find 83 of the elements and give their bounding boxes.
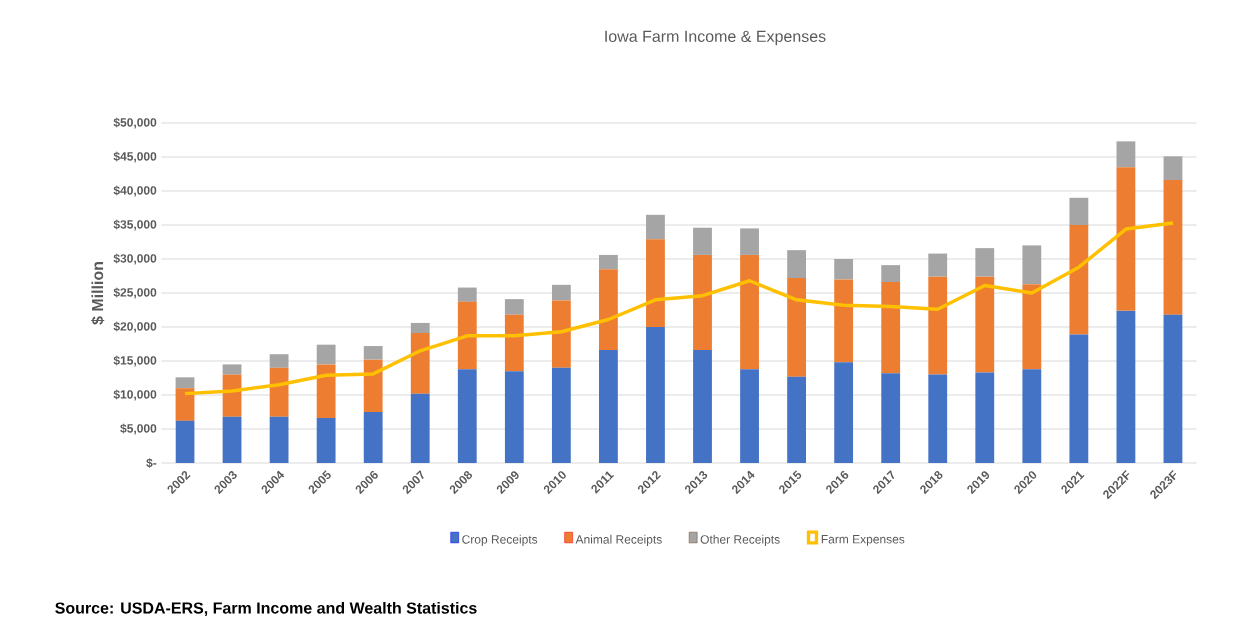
bar: [457, 369, 477, 463]
bar: [834, 362, 854, 463]
bar: [881, 373, 901, 463]
bar: [740, 254, 759, 370]
bar: [363, 346, 383, 360]
bar: [222, 364, 242, 375]
y-tick-label: $25,000: [113, 287, 157, 299]
bar: [1069, 225, 1089, 335]
bar: [457, 287, 477, 302]
legend-label: Farm Expenses: [821, 535, 905, 546]
bar: [975, 372, 995, 463]
legend-label: Crop Receipts: [462, 534, 538, 547]
bar: [928, 276, 948, 375]
bar: [599, 269, 618, 351]
y-tick-label: $50,000: [113, 117, 157, 129]
bar: [1163, 156, 1183, 181]
bar: [646, 327, 665, 463]
bar: [693, 350, 712, 463]
bar: [834, 279, 854, 363]
bar: [740, 228, 759, 255]
y-tick-label: $15,000: [113, 355, 157, 367]
bar: [1022, 369, 1042, 463]
bar: [269, 354, 289, 368]
bar: [316, 344, 336, 365]
bar: [881, 282, 901, 374]
bar: [599, 350, 618, 463]
y-tick-label: $45,000: [113, 151, 157, 163]
y-tick-label: $-: [146, 458, 157, 468]
bar: [316, 418, 336, 463]
source-note: Source: USDA-ERS, Farm Income and Wealth Statistics: [55, 601, 477, 617]
y-tick-label: $40,000: [113, 185, 157, 197]
bar: [1116, 141, 1136, 168]
bar: [975, 276, 995, 373]
bar: [316, 364, 336, 419]
y-axis-title: $ Million: [91, 261, 105, 325]
bar: [504, 299, 524, 315]
bar: [1069, 334, 1089, 463]
bar: [1022, 245, 1042, 285]
bar: [551, 367, 571, 463]
bar: [928, 374, 948, 463]
bar: [363, 412, 383, 463]
chart-title: Iowa Farm Income & Expenses: [605, 30, 826, 46]
bar: [975, 248, 995, 277]
bar: [1022, 284, 1042, 370]
bar: [646, 239, 665, 327]
bar: [646, 214, 665, 240]
bar: [1069, 197, 1089, 225]
bar: [551, 284, 571, 301]
bar: [457, 301, 477, 370]
y-tick-label: $30,000: [113, 253, 157, 265]
bar: [504, 371, 524, 463]
bar: [787, 250, 806, 279]
line-series: [183, 221, 1175, 396]
bar: [222, 416, 242, 463]
bar: [1163, 314, 1183, 463]
bar: [787, 376, 806, 463]
bar: [175, 377, 195, 389]
y-tick-label: $10,000: [113, 389, 157, 401]
bar: [1116, 167, 1136, 311]
bar: [740, 369, 759, 463]
bar: [787, 278, 806, 377]
bar: [1116, 310, 1136, 463]
y-tick-label: $20,000: [113, 321, 157, 333]
legend-label: Animal Receipts: [575, 534, 662, 547]
bar: [693, 227, 712, 255]
bar: [504, 314, 524, 372]
bar: [410, 322, 430, 334]
bar: [881, 265, 901, 283]
bar: [551, 300, 571, 368]
bar: [1163, 180, 1183, 315]
bar: [363, 359, 383, 412]
bar: [599, 254, 618, 270]
bar: [410, 393, 430, 463]
bar: [928, 253, 948, 277]
bar: [175, 420, 195, 463]
bar: [693, 254, 712, 351]
y-tick-label: $35,000: [113, 219, 157, 231]
legend-label: Other Receipts: [700, 534, 780, 547]
bar: [410, 333, 430, 394]
bar: [269, 416, 289, 463]
bar: [834, 259, 854, 280]
bar: [175, 388, 195, 421]
y-tick-label: $5,000: [120, 423, 157, 435]
